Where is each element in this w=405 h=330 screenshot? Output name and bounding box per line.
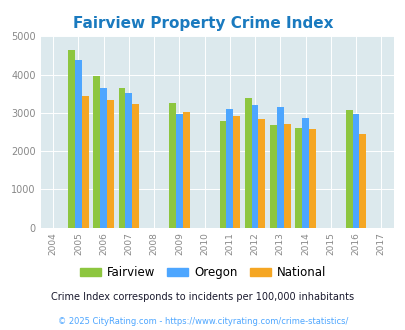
Bar xyxy=(301,118,308,228)
Text: Fairview Property Crime Index: Fairview Property Crime Index xyxy=(72,16,333,31)
Bar xyxy=(294,128,301,228)
Bar xyxy=(93,76,100,228)
Bar xyxy=(125,93,132,228)
Bar xyxy=(283,123,290,228)
Bar xyxy=(345,110,352,228)
Bar xyxy=(269,125,276,228)
Bar xyxy=(175,115,182,228)
Bar xyxy=(82,96,88,228)
Text: © 2025 CityRating.com - https://www.cityrating.com/crime-statistics/: © 2025 CityRating.com - https://www.city… xyxy=(58,317,347,326)
Bar xyxy=(169,103,175,228)
Bar xyxy=(182,112,189,228)
Legend: Fairview, Oregon, National: Fairview, Oregon, National xyxy=(75,262,330,284)
Bar xyxy=(308,129,315,228)
Bar xyxy=(68,50,75,228)
Bar xyxy=(226,109,232,228)
Bar xyxy=(276,107,283,228)
Bar xyxy=(75,60,82,228)
Bar xyxy=(251,105,258,228)
Bar xyxy=(100,88,107,228)
Bar xyxy=(132,104,139,228)
Bar xyxy=(358,134,365,228)
Bar xyxy=(352,115,358,228)
Bar xyxy=(244,98,251,228)
Bar xyxy=(232,115,239,228)
Text: Crime Index corresponds to incidents per 100,000 inhabitants: Crime Index corresponds to incidents per… xyxy=(51,292,354,302)
Bar xyxy=(107,100,114,228)
Bar xyxy=(258,118,264,228)
Bar xyxy=(118,88,125,228)
Bar xyxy=(219,120,226,228)
